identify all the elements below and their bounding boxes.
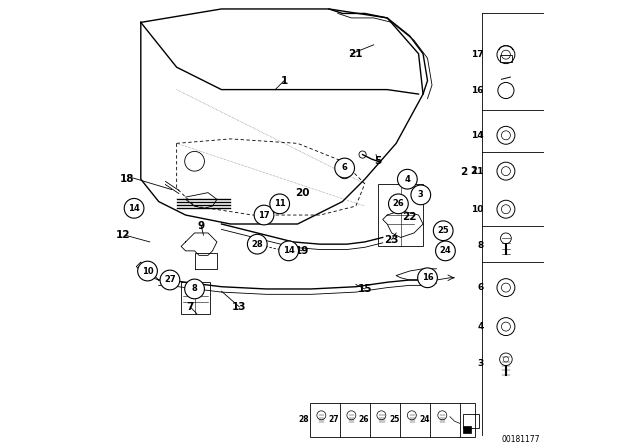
Text: 8: 8 (477, 241, 484, 250)
Bar (463, 426, 472, 433)
Circle shape (138, 261, 157, 281)
Text: 5: 5 (374, 156, 382, 166)
Circle shape (411, 185, 431, 205)
Circle shape (185, 279, 204, 299)
Text: 12: 12 (116, 230, 130, 240)
Text: 8: 8 (192, 284, 197, 293)
Circle shape (397, 169, 417, 189)
Circle shape (160, 270, 180, 290)
Circle shape (335, 158, 355, 178)
Text: 16: 16 (471, 86, 484, 95)
Text: 00181177: 00181177 (501, 435, 540, 444)
Text: 7: 7 (186, 302, 194, 312)
Text: 14: 14 (283, 246, 294, 255)
Bar (463, 414, 479, 428)
Text: 24: 24 (440, 246, 451, 255)
Text: 6: 6 (477, 283, 484, 292)
Text: 14: 14 (128, 204, 140, 213)
Text: 24: 24 (420, 415, 430, 424)
Text: 16: 16 (422, 273, 433, 282)
Circle shape (436, 241, 455, 261)
Text: 4: 4 (404, 175, 410, 184)
Text: 2: 2 (471, 166, 477, 176)
Text: 14: 14 (471, 131, 484, 140)
Text: 26: 26 (392, 199, 404, 208)
Bar (181, 282, 210, 314)
Text: 9: 9 (198, 221, 205, 231)
Circle shape (248, 234, 267, 254)
Text: 27: 27 (328, 415, 339, 424)
Circle shape (124, 198, 144, 218)
Text: 4: 4 (477, 322, 484, 331)
Text: 10: 10 (141, 267, 154, 276)
Text: 18: 18 (120, 174, 134, 184)
Text: 17: 17 (258, 211, 270, 220)
Text: 17: 17 (471, 50, 484, 59)
Text: 6: 6 (342, 164, 348, 172)
Text: 27: 27 (164, 276, 176, 284)
Text: 13: 13 (232, 302, 246, 312)
Circle shape (433, 221, 453, 241)
Bar (310, 403, 475, 437)
Bar (500, 55, 512, 62)
Text: 28: 28 (252, 240, 263, 249)
Text: 28: 28 (299, 415, 309, 424)
Text: 26: 26 (359, 415, 369, 424)
Text: 22: 22 (403, 212, 417, 222)
Text: 20: 20 (295, 188, 309, 198)
Bar (378, 184, 423, 246)
Text: 23: 23 (385, 235, 399, 245)
Circle shape (270, 194, 289, 214)
Circle shape (254, 205, 274, 225)
Text: 1: 1 (280, 76, 288, 86)
Circle shape (388, 194, 408, 214)
Text: 3: 3 (418, 190, 424, 199)
Text: 2: 2 (460, 168, 467, 177)
Text: 15: 15 (358, 284, 372, 294)
Text: 11: 11 (274, 199, 285, 208)
Text: 19: 19 (295, 246, 309, 256)
Circle shape (418, 268, 437, 288)
Text: 3: 3 (477, 359, 484, 368)
Text: 10: 10 (471, 205, 484, 214)
Text: 21: 21 (349, 49, 363, 59)
Text: 11: 11 (471, 167, 484, 176)
Text: 25: 25 (389, 415, 400, 424)
Circle shape (279, 241, 298, 261)
Text: 25: 25 (437, 226, 449, 235)
